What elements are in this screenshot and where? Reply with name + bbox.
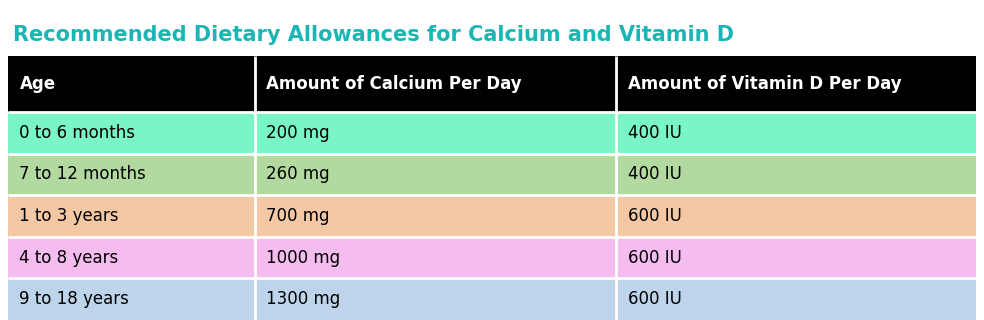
Bar xyxy=(255,56,616,112)
Text: 600 IU: 600 IU xyxy=(628,290,682,308)
Bar xyxy=(616,237,976,278)
Bar xyxy=(255,154,616,195)
Text: 9 to 18 years: 9 to 18 years xyxy=(20,290,129,308)
Bar xyxy=(255,195,616,237)
Text: 260 mg: 260 mg xyxy=(267,165,330,183)
Text: Age: Age xyxy=(20,75,56,93)
Text: 200 mg: 200 mg xyxy=(267,124,330,142)
Text: 400 IU: 400 IU xyxy=(628,165,682,183)
Bar xyxy=(616,154,976,195)
Text: Recommended Dietary Allowances for Calcium and Vitamin D: Recommended Dietary Allowances for Calci… xyxy=(13,25,734,45)
Bar xyxy=(8,112,255,154)
Bar xyxy=(8,237,255,278)
Text: 400 IU: 400 IU xyxy=(628,124,682,142)
Text: 1 to 3 years: 1 to 3 years xyxy=(20,207,119,225)
Text: 1000 mg: 1000 mg xyxy=(267,249,340,267)
Bar xyxy=(255,112,616,154)
Text: 600 IU: 600 IU xyxy=(628,249,682,267)
Text: 600 IU: 600 IU xyxy=(628,207,682,225)
Bar xyxy=(255,278,616,320)
Bar xyxy=(8,154,255,195)
Text: 0 to 6 months: 0 to 6 months xyxy=(20,124,136,142)
Bar xyxy=(616,195,976,237)
Bar xyxy=(8,56,255,112)
Text: 7 to 12 months: 7 to 12 months xyxy=(20,165,147,183)
Text: 1300 mg: 1300 mg xyxy=(267,290,340,308)
Bar xyxy=(616,278,976,320)
Text: Amount of Calcium Per Day: Amount of Calcium Per Day xyxy=(267,75,523,93)
Text: Amount of Vitamin D Per Day: Amount of Vitamin D Per Day xyxy=(628,75,901,93)
Bar xyxy=(255,237,616,278)
Bar xyxy=(8,278,255,320)
Bar xyxy=(8,195,255,237)
Text: 700 mg: 700 mg xyxy=(267,207,330,225)
Bar xyxy=(616,56,976,112)
Text: 4 to 8 years: 4 to 8 years xyxy=(20,249,119,267)
Bar xyxy=(616,112,976,154)
